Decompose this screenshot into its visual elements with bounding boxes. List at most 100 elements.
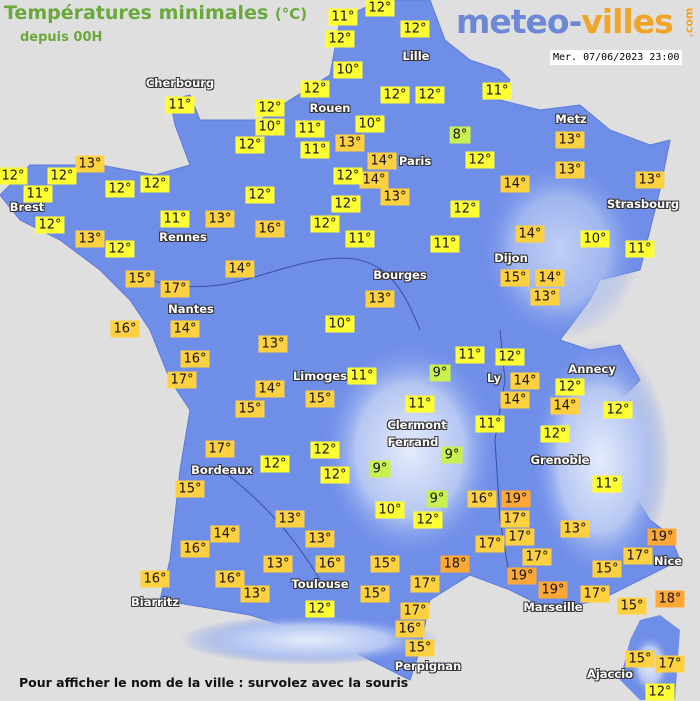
temperature-label[interactable]: 12° [495,348,525,366]
temperature-label[interactable]: 13° [335,134,365,152]
temperature-label[interactable]: 15° [617,597,647,615]
temperature-label[interactable]: 13° [75,230,105,248]
temperature-label[interactable]: 11° [430,235,460,253]
temperature-label[interactable]: 12° [413,511,443,529]
temperature-label[interactable]: 19° [507,567,537,585]
temperature-label[interactable]: 11° [347,367,377,385]
temperature-label[interactable]: 13° [263,555,293,573]
temperature-label[interactable]: 10° [375,501,405,519]
temperature-label[interactable]: 14° [359,171,389,189]
temperature-label[interactable]: 13° [275,510,305,528]
temperature-label[interactable]: 12° [305,600,335,618]
temperature-label[interactable]: 14° [550,397,580,415]
temperature-label[interactable]: 13° [555,161,585,179]
temperature-label[interactable]: 17° [400,602,430,620]
temperature-label[interactable]: 12° [465,151,495,169]
temperature-label[interactable]: 17° [623,547,653,565]
temperature-label[interactable]: 14° [510,372,540,390]
temperature-label[interactable]: 17° [475,535,505,553]
temperature-label[interactable]: 16° [110,320,140,338]
temperature-label[interactable]: 14° [170,320,200,338]
temperature-label[interactable]: 17° [655,655,685,673]
temperature-label[interactable]: 15° [360,585,390,603]
temperature-label[interactable]: 12° [380,86,410,104]
temperature-label[interactable]: 11° [23,185,53,203]
temperature-label[interactable]: 12° [300,80,330,98]
temperature-label[interactable]: 17° [500,510,530,528]
temperature-label[interactable]: 16° [215,570,245,588]
temperature-label[interactable]: 12° [245,186,275,204]
temperature-label[interactable]: 10° [325,315,355,333]
temperature-label[interactable]: 11° [160,210,190,228]
temperature-label[interactable]: 15° [625,650,655,668]
temperature-label[interactable]: 14° [515,225,545,243]
temperature-label[interactable]: 19° [647,528,677,546]
temperature-label[interactable]: 12° [325,30,355,48]
temperature-label[interactable]: 16° [180,350,210,368]
temperature-label[interactable]: 12° [310,441,340,459]
temperature-label[interactable]: 17° [167,371,197,389]
temperature-label[interactable]: 11° [295,120,325,138]
temperature-label[interactable]: 15° [405,639,435,657]
temperature-label[interactable]: 13° [530,288,560,306]
temperature-label[interactable]: 13° [205,210,235,228]
temperature-label[interactable]: 12° [450,200,480,218]
temperature-label[interactable]: 13° [305,530,335,548]
temperature-label[interactable]: 15° [235,400,265,418]
temperature-label[interactable]: 12° [310,215,340,233]
temperature-label[interactable]: 10° [255,118,285,136]
temperature-label[interactable]: 11° [165,96,195,114]
temperature-label[interactable]: 17° [160,280,190,298]
temperature-label[interactable]: 12° [603,401,633,419]
temperature-label[interactable]: 16° [140,570,170,588]
temperature-label[interactable]: 12° [645,683,675,701]
temperature-label[interactable]: 17° [505,528,535,546]
temperature-label[interactable]: 12° [320,466,350,484]
temperature-label[interactable]: 17° [205,440,235,458]
temperature-label[interactable]: 11° [482,82,512,100]
temperature-label[interactable]: 16° [315,555,345,573]
temperature-label[interactable]: 18° [440,555,470,573]
temperature-label[interactable]: 12° [235,136,265,154]
temperature-label[interactable]: 12° [333,167,363,185]
temperature-label[interactable]: 12° [555,378,585,396]
temperature-label[interactable]: 10° [355,115,385,133]
temperature-label[interactable]: 12° [105,180,135,198]
temperature-label[interactable]: 13° [75,155,105,173]
temperature-label[interactable]: 14° [255,380,285,398]
temperature-label[interactable]: 8° [449,126,471,144]
temperature-label[interactable]: 12° [0,167,28,185]
temperature-label[interactable]: 19° [501,490,531,508]
temperature-label[interactable]: 14° [500,391,530,409]
temperature-label[interactable]: 12° [365,0,395,17]
temperature-label[interactable]: 18° [655,590,685,608]
temperature-label[interactable]: 12° [47,167,77,185]
temperature-label[interactable]: 12° [140,175,170,193]
temperature-label[interactable]: 9° [441,446,463,464]
temperature-label[interactable]: 12° [400,20,430,38]
temperature-label[interactable]: 13° [365,290,395,308]
temperature-label[interactable]: 13° [380,188,410,206]
temperature-label[interactable]: 12° [255,99,285,117]
temperature-label[interactable]: 15° [175,480,205,498]
temperature-label[interactable]: 14° [367,152,397,170]
logo[interactable]: meteo-villes .com [456,2,700,44]
temperature-label[interactable]: 11° [300,141,330,159]
temperature-label[interactable]: 11° [328,8,358,26]
temperature-label[interactable]: 16° [467,490,497,508]
temperature-label[interactable]: 19° [538,581,568,599]
temperature-label[interactable]: 16° [180,540,210,558]
temperature-label[interactable]: 11° [475,415,505,433]
temperature-label[interactable]: 17° [410,575,440,593]
temperature-label[interactable]: 16° [255,220,285,238]
temperature-label[interactable]: 14° [500,175,530,193]
temperature-label[interactable]: 15° [370,555,400,573]
temperature-label[interactable]: 12° [415,86,445,104]
temperature-label[interactable]: 11° [592,475,622,493]
temperature-label[interactable]: 10° [580,230,610,248]
temperature-label[interactable]: 10° [333,61,363,79]
temperature-label[interactable]: 15° [125,270,155,288]
temperature-label[interactable]: 13° [240,585,270,603]
temperature-label[interactable]: 16° [395,620,425,638]
temperature-label[interactable]: 14° [210,525,240,543]
